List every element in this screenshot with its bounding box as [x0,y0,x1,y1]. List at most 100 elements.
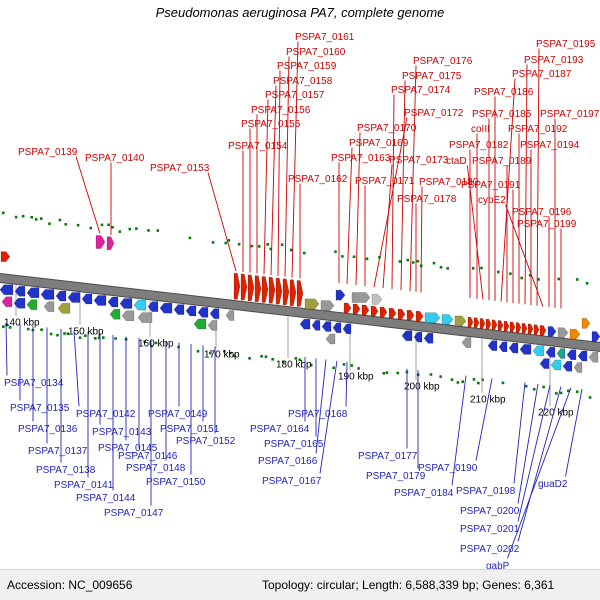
gene-label[interactable]: PSPA7_0141 [54,480,114,491]
gene-label[interactable]: PSPA7_0201 [460,524,520,535]
gene-label[interactable]: PSPA7_0191 [461,180,521,191]
gene-arrow[interactable] [521,323,528,334]
gene-arrow[interactable] [40,289,55,300]
gene-arrow[interactable] [556,348,566,359]
gene-arrow[interactable] [289,279,297,306]
gene-label[interactable]: PSPA7_0152 [176,436,236,447]
gene-arrow[interactable] [240,273,248,301]
gene-arrow[interactable] [173,304,185,315]
gene-label[interactable]: PSPA7_0173 [389,155,449,166]
gene-arrow[interactable] [573,362,583,373]
gene-arrow[interactable] [467,316,474,328]
gene-arrow[interactable] [379,306,388,318]
gene-arrow[interactable] [254,275,262,302]
gene-label[interactable]: PSPA7_0146 [118,451,178,462]
gene-arrow[interactable] [577,350,588,362]
gene-label[interactable]: gabP [486,561,510,572]
gene-label[interactable]: PSPA7_0166 [258,456,318,467]
gene-arrow[interactable] [13,297,26,309]
gene-label[interactable]: PSPA7_0200 [460,506,520,517]
gene-arrow[interactable] [370,305,379,317]
gene-label[interactable]: ctaD [446,156,467,167]
gene-label[interactable]: PSPA7_0142 [76,409,136,420]
gene-arrow[interactable] [299,318,311,330]
gene-arrow[interactable] [107,296,119,308]
gene-arrow[interactable] [282,278,290,306]
gene-arrow[interactable] [268,277,276,304]
gene-arrow[interactable] [479,318,486,329]
gene-label[interactable]: PSPA7_0192 [508,124,568,135]
gene-label[interactable]: PSPA7_0196 [512,207,572,218]
gene-label[interactable]: PSPA7_0158 [273,76,333,87]
gene-arrow[interactable] [209,308,220,319]
gene-label[interactable]: PSPA7_0167 [262,476,322,487]
gene-arrow[interactable] [185,305,197,317]
gene-arrow[interactable] [233,273,241,300]
gene-label[interactable]: PSPA7_0147 [104,508,164,519]
gene-label[interactable]: PSPA7_0187 [512,69,572,80]
gene-arrow[interactable] [0,251,11,262]
gene-arrow[interactable] [225,310,235,321]
gene-label[interactable]: PSPA7_0162 [288,174,348,185]
gene-label[interactable]: PSPA7_0182 [449,140,509,151]
gene-arrow[interactable] [1,296,13,308]
gene-label[interactable]: PSPA7_0202 [460,544,520,555]
gene-label[interactable]: PSPA7_0194 [520,140,580,151]
gene-arrow[interactable] [461,337,472,348]
gene-arrow[interactable] [137,312,153,323]
gene-arrow[interactable] [550,359,562,371]
gene-arrow[interactable] [133,299,147,311]
gene-label[interactable]: PSPA7_0197 [540,109,600,120]
gene-arrow[interactable] [296,280,304,307]
gene-arrow[interactable] [454,315,467,327]
gene-arrow[interactable] [406,309,415,321]
gene-arrow[interactable] [508,342,519,354]
gene-arrow[interactable] [43,301,55,312]
gene-arrow[interactable] [539,325,547,336]
gene-arrow[interactable] [275,277,283,305]
gene-arrow[interactable] [388,307,397,319]
gene-arrow[interactable] [361,304,370,316]
gene-label[interactable]: PSPA7_0198 [456,486,516,497]
gene-label[interactable]: cyoE2 [478,195,506,206]
gene-arrow[interactable] [527,323,534,335]
gene-arrow[interactable] [321,321,332,332]
gene-label[interactable]: PSPA7_0177 [358,451,418,462]
gene-label[interactable]: PSPA7_0156 [251,105,311,116]
gene-arrow[interactable] [562,361,573,372]
gene-arrow[interactable] [207,320,218,331]
gene-arrow[interactable] [569,328,581,340]
gene-arrow[interactable] [26,299,38,310]
gene-label[interactable]: PSPA7_0138 [36,465,96,476]
gene-arrow[interactable] [343,302,352,314]
gene-arrow[interactable] [441,314,454,325]
gene-arrow[interactable] [515,322,522,333]
gene-label[interactable]: PSPA7_0151 [160,424,220,435]
gene-arrow[interactable] [473,317,480,329]
gene-label[interactable]: PSPA7_0189 [472,156,532,167]
gene-label[interactable]: PSPA7_0180 [419,177,479,188]
gene-arrow[interactable] [397,308,406,320]
gene-label[interactable]: PSPA7_0160 [286,47,346,58]
gene-arrow[interactable] [371,294,383,305]
gene-label[interactable]: PSPA7_0143 [92,427,152,438]
gene-arrow[interactable] [342,323,352,335]
gene-arrow[interactable] [93,295,107,306]
gene-label[interactable]: PSPA7_0149 [148,409,208,420]
gene-arrow[interactable] [332,322,342,334]
gene-arrow[interactable] [557,327,569,338]
gene-arrow[interactable] [247,274,255,302]
gene-arrow[interactable] [423,333,434,344]
gene-arrow[interactable] [519,344,532,355]
gene-label[interactable]: PSPA7_0145 [98,443,158,454]
gene-label[interactable]: PSPA7_0186 [474,87,534,98]
gene-label[interactable]: PSPA7_0176 [413,56,473,67]
gene-arrow[interactable] [566,349,577,360]
gene-arrow[interactable] [55,290,67,302]
gene-label[interactable]: PSPA7_0165 [264,439,324,450]
gene-arrow[interactable] [67,292,81,303]
gene-arrow[interactable] [415,310,424,322]
gene-arrow[interactable] [320,300,335,311]
gene-arrow[interactable] [159,302,173,314]
gene-arrow[interactable] [95,235,106,249]
